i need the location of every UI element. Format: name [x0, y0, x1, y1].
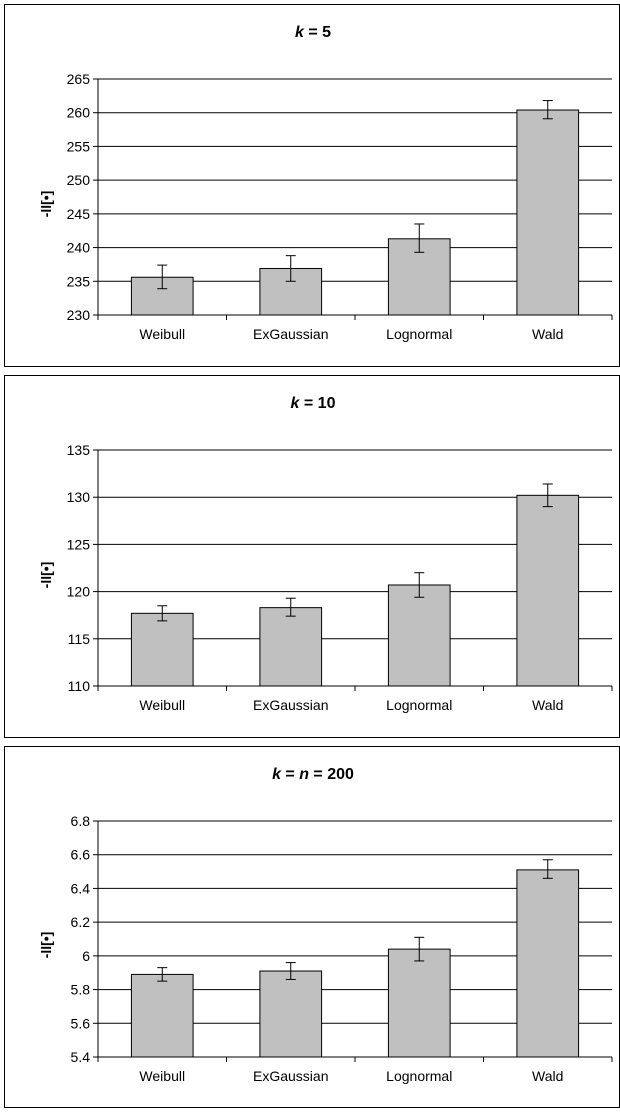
x-category-label: Wald [532, 326, 563, 342]
chart-title: k = 10 [291, 395, 336, 412]
chart-title: k = n = 200 [272, 766, 354, 783]
x-category-label: Weibull [139, 697, 185, 713]
chart-svg-k5: k = 5 -ll[•] 230 235 240 245 250 255 260 265 Wei… [38, 24, 613, 342]
y-axis-label: -ll[•] [38, 932, 54, 959]
y-tick-label: 110 [68, 678, 91, 694]
x-category-label: Lognormal [386, 326, 452, 342]
y-tick-label: 6 [82, 948, 90, 964]
x-category-label: ExGaussian [253, 697, 328, 713]
x-category-label: ExGaussian [253, 1068, 328, 1084]
bar-exgaussian [259, 607, 323, 687]
y-tick-label: 260 [67, 105, 91, 121]
bar-weibull [130, 973, 194, 1058]
bar-exgaussian [259, 970, 323, 1058]
x-category-label: ExGaussian [253, 326, 328, 342]
y-tick-label: 265 [67, 71, 91, 87]
y-tick-label: 245 [67, 206, 91, 222]
bar-weibull [130, 612, 194, 687]
y-tick-label: 6.2 [71, 914, 91, 930]
chart-title: k = 5 [295, 24, 331, 41]
y-tick-label: 120 [67, 584, 91, 600]
y-tick-label: 235 [67, 273, 91, 289]
y-tick-label: 6.4 [71, 880, 91, 896]
x-category-label: Lognormal [386, 1068, 452, 1084]
y-tick-label: 135 [67, 442, 91, 458]
y-tick-label: 255 [67, 138, 91, 154]
x-category-label: Weibull [139, 326, 185, 342]
y-tick-label: 5.4 [71, 1049, 91, 1065]
y-axis-label: -ll[•] [38, 562, 54, 589]
x-category-label: Weibull [139, 1068, 185, 1084]
y-tick-label: 125 [67, 536, 91, 552]
y-tick-label: 5.8 [71, 982, 91, 998]
y-tick-label: 240 [67, 240, 91, 256]
y-tick-label: 5.6 [71, 1015, 91, 1031]
chart-panel-k5: k = 5 -ll[•] 230 235 240 245 250 255 260 265 Wei… [4, 4, 620, 367]
bar-lognormal [387, 584, 451, 687]
y-axis-label: -ll[•] [38, 191, 54, 218]
y-tick-label: 6.8 [71, 813, 91, 829]
bar-wald [516, 109, 580, 316]
y-tick-label: 130 [67, 489, 91, 505]
bar-lognormal [387, 948, 451, 1058]
chart-panel-k10: k = 10 -ll[•] 110 115 120 125 130 135 Weibull E… [4, 375, 620, 738]
y-tick-label: 250 [67, 172, 91, 188]
y-tick-label: 6.6 [71, 847, 91, 863]
chart-svg-k-n200: k = n = 200 -ll[•] 5.4 5.6 5.8 6 6.2 6.4 6.6 6.… [38, 766, 613, 1084]
bar-wald [516, 494, 580, 687]
x-category-label: Wald [532, 1068, 563, 1084]
chart-svg-k10: k = 10 -ll[•] 110 115 120 125 130 135 Weibull E… [38, 395, 613, 713]
y-tick-label: 115 [68, 631, 91, 647]
x-category-label: Wald [532, 697, 563, 713]
y-tick-label: 230 [67, 307, 91, 323]
x-category-label: Lognormal [386, 697, 452, 713]
bar-wald [516, 869, 580, 1058]
chart-panel-k-n200: k = n = 200 -ll[•] 5.4 5.6 5.8 6 6.2 6.4 6.6 6.… [4, 746, 620, 1108]
